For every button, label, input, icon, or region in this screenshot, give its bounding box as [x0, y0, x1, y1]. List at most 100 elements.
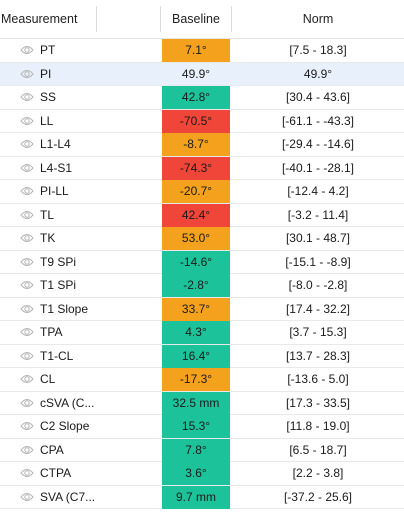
eye-visibility-icon[interactable] [20, 397, 34, 409]
baseline-value: 53.0° [162, 227, 230, 250]
measurement-name: TK [40, 231, 56, 245]
table-row[interactable]: PI 49.9° 49.9° [0, 62, 404, 86]
table-row[interactable]: SVA (C7... 9.7 mm [-37.2 - 25.6] [0, 485, 404, 509]
table-row[interactable]: cSVA (C... 32.5 mm [17.3 - 33.5] [0, 391, 404, 415]
eye-visibility-icon[interactable] [20, 209, 34, 221]
column-divider[interactable] [160, 6, 161, 32]
table-row[interactable]: TK 53.0° [30.1 - 48.7] [0, 227, 404, 251]
measurement-name: TL [40, 207, 55, 222]
measurement-name: L1-L4 [40, 137, 71, 151]
norm-range: [17.4 - 32.2] [285, 301, 351, 316]
baseline-value: -2.8° [162, 274, 230, 297]
eye-visibility-icon[interactable] [20, 350, 34, 362]
baseline-value: -17.3° [162, 368, 230, 391]
column-divider[interactable] [231, 6, 232, 32]
baseline-value: -8.7° [162, 133, 230, 156]
baseline-value: -14.6° [162, 250, 230, 274]
table-row[interactable]: CTPA 3.6° [2.2 - 3.8] [0, 462, 404, 486]
measurement-name: TPA [40, 325, 63, 339]
eye-visibility-icon[interactable] [20, 138, 34, 150]
table-row[interactable]: CPA 7.8° [6.5 - 18.7] [0, 438, 404, 462]
table-row[interactable]: C2 Slope 15.3° [11.8 - 19.0] [0, 415, 404, 439]
baseline-value: 49.9° [181, 66, 211, 81]
measurement-name: CL [40, 372, 56, 386]
measurement-name: CTPA [40, 466, 72, 480]
measurement-name: SS [40, 90, 57, 104]
norm-range: [-15.1 - -8.9] [285, 254, 351, 269]
table-row[interactable]: L1-L4 -8.7° [-29.4 - -14.6] [0, 133, 404, 157]
table-row[interactable]: TL 42.4° [-3.2 - 11.4] [0, 203, 404, 227]
norm-range: [-8.0 - -2.8] [288, 278, 348, 292]
baseline-value: 9.7 mm [162, 485, 230, 509]
table-row[interactable]: TPA 4.3° [3.7 - 15.3] [0, 321, 404, 345]
column-header-baseline[interactable]: Baseline [172, 12, 220, 26]
eye-visibility-icon[interactable] [20, 444, 34, 456]
table-row[interactable]: PI-LL -20.7° [-12.4 - 4.2] [0, 180, 404, 204]
table-row[interactable]: T1 Slope 33.7° [17.4 - 32.2] [0, 297, 404, 321]
measurement-name: PT [40, 43, 56, 57]
table-row[interactable]: T1 SPi -2.8° [-8.0 - -2.8] [0, 274, 404, 298]
baseline-value: 32.5 mm [162, 391, 230, 415]
baseline-value: 4.3° [162, 321, 230, 344]
eye-visibility-icon[interactable] [20, 467, 34, 479]
measurement-name: T1 SPi [40, 278, 77, 292]
measurement-name: PI-LL [40, 184, 69, 198]
eye-visibility-icon[interactable] [20, 491, 34, 503]
measurement-name: CPA [40, 442, 64, 457]
table-row[interactable]: T9 SPi -14.6° [-15.1 - -8.9] [0, 250, 404, 274]
measurement-name: cSVA (C... [40, 395, 95, 410]
norm-range: [17.3 - 33.5] [285, 395, 351, 410]
norm-range: [3.7 - 15.3] [289, 325, 347, 339]
norm-range: [7.5 - 18.3] [289, 43, 347, 57]
norm-range: [-37.2 - 25.6] [283, 489, 353, 504]
eye-visibility-icon[interactable] [20, 232, 34, 244]
measurement-name: T1 Slope [40, 301, 89, 316]
measurement-name: T1-CL [40, 348, 74, 363]
norm-range: 49.9° [303, 66, 333, 81]
norm-range: [-29.4 - -14.6] [281, 137, 355, 151]
table-row[interactable]: T1-CL 16.4° [13.7 - 28.3] [0, 344, 404, 368]
eye-visibility-icon[interactable] [20, 91, 34, 103]
eye-visibility-icon[interactable] [20, 303, 34, 315]
eye-visibility-icon[interactable] [20, 279, 34, 291]
eye-visibility-icon[interactable] [20, 326, 34, 338]
table-row[interactable]: SS 42.8° [30.4 - 43.6] [0, 86, 404, 110]
table-row[interactable]: L4-S1 -74.3° [-40.1 - -28.1] [0, 156, 404, 180]
table-row[interactable]: LL -70.5° [-61.1 - -43.3] [0, 109, 404, 133]
eye-visibility-icon[interactable] [20, 44, 34, 56]
eye-visibility-icon[interactable] [20, 373, 34, 385]
baseline-value: 7.8° [162, 438, 230, 462]
norm-range: [-13.6 - 5.0] [287, 372, 349, 386]
eye-visibility-icon[interactable] [20, 68, 34, 80]
measurement-table-body: PT 7.1° [7.5 - 18.3] PI 49.9° 49.9° SS 42.8° [30… [0, 39, 404, 509]
eye-visibility-icon[interactable] [20, 185, 34, 197]
norm-range: [-12.4 - 4.2] [287, 184, 349, 198]
baseline-value: 16.4° [162, 344, 230, 368]
measurement-name: C2 Slope [40, 419, 90, 433]
norm-range: [6.5 - 18.7] [289, 442, 347, 457]
norm-range: [-61.1 - -43.3] [281, 113, 355, 128]
baseline-value: -74.3° [162, 156, 230, 180]
measurement-name: T9 SPi [40, 254, 77, 269]
eye-visibility-icon[interactable] [20, 115, 34, 127]
baseline-value: 42.8° [162, 86, 230, 109]
baseline-value: 42.4° [162, 203, 230, 227]
baseline-value: -70.5° [162, 109, 230, 133]
baseline-value: 33.7° [162, 297, 230, 321]
norm-range: [-3.2 - 11.4] [287, 207, 349, 222]
eye-visibility-icon[interactable] [20, 162, 34, 174]
table-row[interactable]: CL -17.3° [-13.6 - 5.0] [0, 368, 404, 392]
eye-visibility-icon[interactable] [20, 420, 34, 432]
column-divider[interactable] [96, 6, 97, 32]
baseline-value: 7.1° [162, 39, 230, 62]
column-header-norm[interactable]: Norm [302, 12, 334, 26]
eye-visibility-icon[interactable] [20, 256, 34, 268]
measurement-name: SVA (C7... [40, 489, 96, 504]
baseline-value: -20.7° [162, 180, 230, 203]
table-row[interactable]: PT 7.1° [7.5 - 18.3] [0, 39, 404, 63]
norm-range: [-40.1 - -28.1] [281, 160, 355, 175]
baseline-value: 3.6° [162, 462, 230, 485]
column-header-measurement[interactable]: Measurement [1, 12, 78, 26]
norm-range: [2.2 - 3.8] [292, 466, 344, 480]
norm-range: [30.1 - 48.7] [285, 231, 351, 245]
